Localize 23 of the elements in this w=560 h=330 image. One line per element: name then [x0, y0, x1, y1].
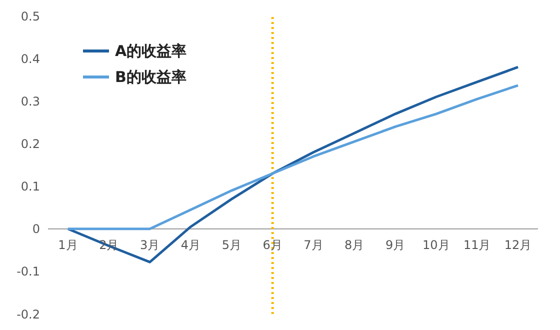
x-tick-label: 10月: [422, 238, 450, 252]
x-tick-label: 3月: [140, 238, 160, 252]
y-tick-label: 0.4: [20, 52, 40, 66]
line-series: [66, 66, 520, 264]
x-tick-label: 11月: [463, 238, 491, 252]
y-tick-label: 0.2: [20, 136, 40, 151]
x-tick-label: 6月: [262, 238, 282, 252]
x-tick-label: 8月: [344, 238, 364, 252]
x-tick-label: 1月: [58, 238, 78, 252]
y-tick-label: -0.2: [16, 307, 40, 322]
legend-label: A的收益率: [115, 42, 187, 60]
x-tick-label: 12月: [504, 238, 532, 252]
line-series: [66, 84, 520, 230]
x-tick-label: 4月: [180, 238, 201, 252]
y-tick-label: 0: [32, 222, 40, 236]
y-tick-label: 0.1: [20, 180, 40, 194]
x-tick-label: 7月: [304, 238, 324, 252]
y-tick-label: 0.3: [20, 94, 40, 108]
y-tick-label: 0.5: [20, 9, 40, 24]
y-tick-label: -0.1: [16, 264, 40, 279]
legend-label: B的收益率: [115, 68, 186, 86]
x-tick-label: 9月: [385, 238, 406, 252]
x-tick-label: 5月: [222, 238, 242, 252]
